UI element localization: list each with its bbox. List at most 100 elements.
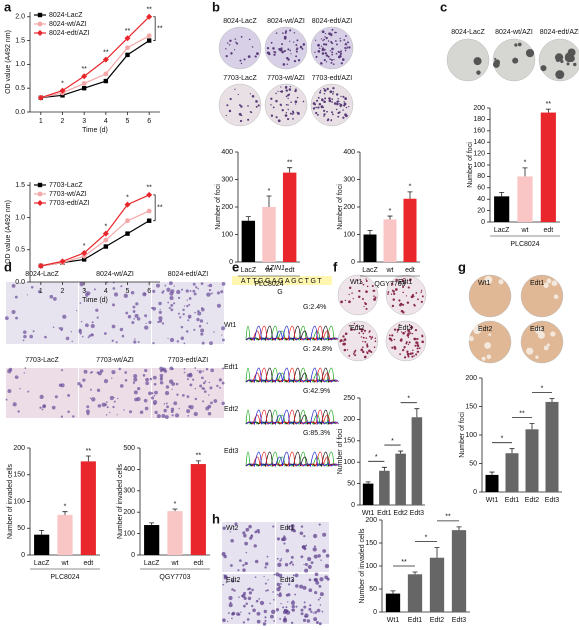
error-bar	[545, 108, 551, 113]
photo-label: 7703-LacZ	[223, 75, 257, 82]
photo-label: 8024-LacZ	[25, 271, 59, 278]
colony	[270, 41, 273, 44]
colony	[275, 99, 278, 103]
colony	[408, 323, 411, 326]
cell	[272, 598, 275, 601]
colony	[323, 87, 325, 90]
cell	[239, 559, 242, 562]
colony	[283, 35, 287, 39]
colony	[321, 48, 324, 52]
cell	[115, 341, 118, 344]
colony	[287, 94, 290, 97]
colony	[417, 298, 419, 301]
cell	[152, 341, 155, 345]
colony	[275, 92, 277, 95]
cell	[106, 406, 109, 409]
cell	[225, 581, 228, 584]
cell	[23, 372, 25, 374]
legend-label: 8024-wt/AZI	[49, 21, 87, 28]
cell	[119, 384, 124, 388]
colony	[291, 113, 294, 115]
cell	[303, 535, 306, 538]
colony	[363, 305, 365, 308]
colony	[366, 343, 368, 345]
cell	[79, 282, 84, 287]
colony	[324, 36, 326, 38]
cell	[204, 380, 207, 383]
cell	[305, 615, 308, 618]
cell	[154, 410, 158, 415]
cell	[7, 389, 12, 394]
error-bar	[172, 508, 178, 512]
error-bar	[398, 450, 404, 454]
panel-label: c	[440, 0, 447, 14]
colony	[302, 43, 306, 46]
colony	[345, 106, 348, 109]
cell	[185, 330, 189, 333]
cell	[171, 388, 173, 391]
cell	[276, 582, 280, 587]
colony	[481, 356, 486, 361]
colony	[290, 53, 292, 55]
marker	[103, 244, 109, 249]
cell	[129, 410, 133, 414]
cell	[168, 306, 171, 310]
colony	[277, 119, 281, 123]
cell	[52, 326, 55, 329]
cell	[123, 409, 125, 411]
colony	[402, 331, 405, 335]
cell	[173, 285, 175, 287]
x-tick-label: edt	[83, 560, 93, 567]
cell	[112, 303, 116, 307]
colony	[405, 341, 408, 344]
y-tick-label: 0	[373, 609, 377, 616]
bar	[190, 464, 206, 555]
cell	[211, 292, 213, 295]
colony	[358, 295, 361, 299]
colony	[336, 102, 339, 106]
colony	[346, 47, 348, 50]
colony	[343, 104, 346, 107]
colony	[323, 115, 325, 117]
x-tick-label: edt	[285, 267, 295, 274]
colony	[329, 58, 332, 60]
colony	[554, 53, 564, 62]
panel-label: f	[333, 259, 338, 274]
colony	[322, 106, 325, 109]
cell	[291, 608, 296, 612]
cell	[283, 617, 287, 622]
cell	[201, 376, 204, 380]
cell	[175, 382, 179, 386]
y-tick-label: 60	[477, 185, 485, 192]
colony	[416, 338, 419, 340]
cell	[221, 338, 225, 342]
error-bar	[365, 481, 371, 484]
panel-label: h	[212, 511, 220, 526]
colony	[319, 89, 322, 92]
cell	[160, 376, 163, 380]
bar	[383, 219, 397, 262]
colony	[360, 280, 363, 283]
photo-label: Edt3	[398, 325, 413, 332]
cell	[247, 596, 252, 601]
cell	[251, 604, 254, 608]
colony	[551, 280, 558, 287]
cell	[262, 622, 267, 626]
marker	[59, 258, 66, 265]
colony	[398, 324, 401, 326]
colony	[408, 330, 411, 333]
cell	[124, 379, 128, 382]
colony	[560, 56, 564, 59]
cell	[144, 406, 149, 411]
cell	[176, 393, 179, 396]
colony	[348, 46, 351, 49]
cell	[76, 310, 78, 312]
cell	[222, 367, 225, 370]
colony	[407, 355, 410, 358]
colony	[403, 346, 406, 349]
colony	[342, 116, 345, 119]
bar	[80, 461, 96, 555]
marker	[37, 262, 44, 269]
cell	[272, 591, 274, 593]
cell	[308, 578, 312, 582]
